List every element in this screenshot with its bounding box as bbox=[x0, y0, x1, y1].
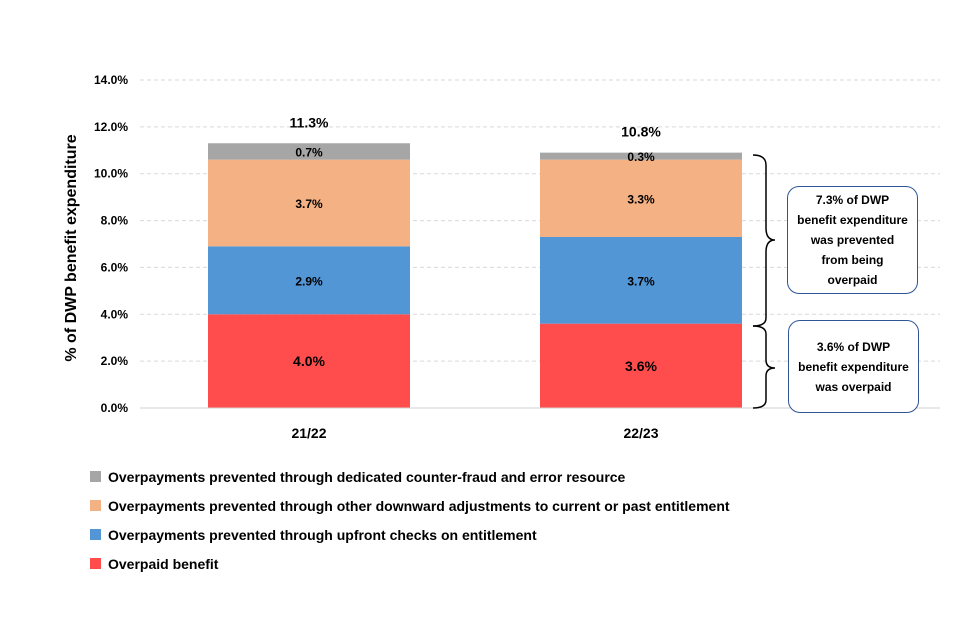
y-tick-label: 10.0% bbox=[94, 167, 128, 181]
legend-swatch bbox=[90, 529, 101, 540]
total-label: 10.8% bbox=[621, 124, 661, 140]
data-label: 4.0% bbox=[293, 353, 325, 369]
data-label: 3.3% bbox=[627, 192, 655, 206]
legend-item: Overpaid benefit bbox=[90, 549, 730, 578]
brace-prevented bbox=[752, 154, 776, 327]
bar-segment bbox=[208, 143, 410, 160]
legend-label: Overpayments prevented through upfront c… bbox=[108, 526, 537, 543]
bar-segment bbox=[208, 246, 410, 315]
y-tick-label: 6.0% bbox=[101, 260, 129, 274]
y-axis-label: % of DWP benefit expenditure bbox=[63, 134, 80, 361]
callout-overpaid: 3.6% of DWP benefit expenditure was over… bbox=[788, 320, 919, 413]
legend-label: Overpayments prevented through other dow… bbox=[108, 497, 730, 514]
data-label: 3.6% bbox=[625, 358, 657, 374]
bar-segment bbox=[208, 314, 410, 408]
legend-label: Overpaid benefit bbox=[108, 555, 219, 572]
y-tick-label: 8.0% bbox=[101, 214, 129, 228]
legend-label: Overpayments prevented through dedicated… bbox=[108, 468, 626, 485]
data-label: 3.7% bbox=[627, 274, 655, 288]
bar-segment bbox=[540, 152, 742, 160]
data-label: 0.3% bbox=[627, 150, 655, 164]
y-axis-ticks: 0.0% 2.0% 4.0% 6.0% 8.0% 10.0% 12.0% 14.0% bbox=[94, 73, 128, 415]
legend: Overpayments prevented through dedicated… bbox=[90, 462, 730, 578]
x-category-label: 21/22 bbox=[291, 425, 326, 441]
x-category-label: 22/23 bbox=[623, 425, 658, 441]
legend-item: Overpayments prevented through dedicated… bbox=[90, 462, 730, 491]
bar-segment bbox=[540, 159, 742, 237]
legend-swatch bbox=[90, 558, 101, 569]
bars bbox=[208, 143, 742, 408]
legend-item: Overpayments prevented through other dow… bbox=[90, 491, 730, 520]
y-tick-label: 12.0% bbox=[94, 120, 128, 134]
total-label: 11.3% bbox=[290, 114, 329, 130]
legend-item: Overpayments prevented through upfront c… bbox=[90, 520, 730, 549]
callout-prevented: 7.3% of DWP benefit expenditure was prev… bbox=[787, 186, 918, 294]
x-axis-categories: 21/22 22/23 bbox=[291, 425, 658, 441]
bar-segment bbox=[208, 159, 410, 247]
data-label: 0.7% bbox=[295, 145, 323, 159]
bar-segment bbox=[540, 323, 742, 408]
data-label: 3.7% bbox=[295, 197, 323, 211]
data-label: 2.9% bbox=[295, 274, 323, 288]
legend-swatch bbox=[90, 500, 101, 511]
y-tick-label: 0.0% bbox=[101, 401, 129, 415]
y-tick-label: 14.0% bbox=[94, 73, 128, 87]
y-tick-label: 4.0% bbox=[101, 307, 129, 321]
y-tick-label: 2.0% bbox=[101, 354, 129, 368]
legend-swatch bbox=[90, 471, 101, 482]
data-labels: 4.0% 2.9% 3.7% 0.7% 11.3% 3.6% 3.7% 3.3% 0.3% 10.… bbox=[290, 114, 662, 374]
bar-segment bbox=[540, 236, 742, 324]
brace-overpaid bbox=[752, 325, 776, 409]
